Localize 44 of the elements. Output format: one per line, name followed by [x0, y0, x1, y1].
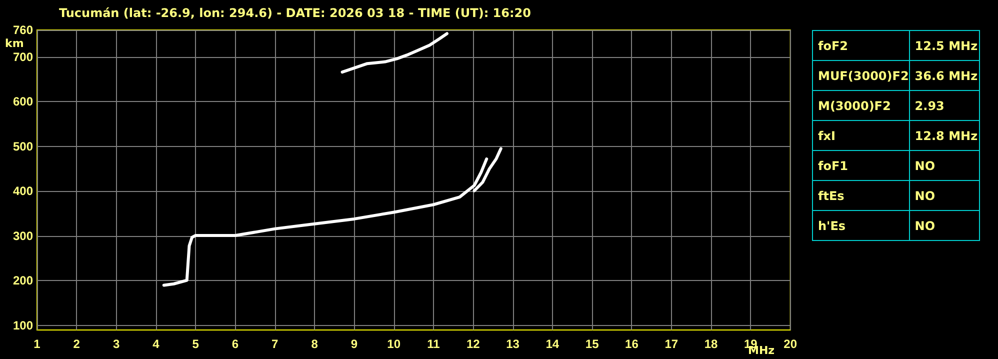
x-tick-label: 18	[704, 337, 718, 351]
x-tick-label: 1	[34, 337, 41, 351]
x-tick-label: 12	[466, 337, 480, 351]
text: ftEs	[812, 180, 910, 210]
text: 36.6 MHz	[909, 60, 980, 90]
y-tick-label: 500	[12, 139, 34, 154]
text: NO	[909, 180, 980, 210]
x-tick-label: 9	[350, 337, 358, 351]
text: fxI	[812, 120, 910, 150]
chart-title: Tucumán (lat: -26.9, lon: 294.6) - DATE: 2026 03 18 - TIME (UT): 16:20	[59, 6, 531, 20]
text: 12.8 MHz	[909, 120, 980, 150]
y-tick-label: 600	[12, 94, 34, 109]
y-tick-label: 200	[12, 274, 34, 288]
text: 2.93	[909, 90, 980, 120]
x-tick-label: 11	[427, 337, 440, 351]
text: MUF(3000)F2	[812, 60, 910, 90]
text: foF2	[812, 30, 910, 60]
x-tick-label: 16	[625, 337, 639, 351]
text: NO	[909, 150, 980, 180]
y-tick-label: 100	[12, 318, 34, 333]
x-tick-label: 7	[272, 337, 279, 351]
y-axis-title: km	[5, 37, 24, 50]
text: M(3000)F2	[812, 90, 910, 120]
x-tick-label: 2	[73, 337, 80, 351]
text: NO	[909, 210, 980, 240]
text: foF1	[812, 150, 910, 180]
x-tick-label: 10	[387, 337, 401, 351]
x-tick-label: 17	[664, 337, 678, 351]
y-tick-label: 760	[12, 23, 34, 37]
x-tick-label: 3	[112, 337, 120, 351]
x-tick-label: 6	[232, 337, 239, 351]
x-tick-label: 20	[784, 337, 798, 351]
y-tick-label: 300	[12, 228, 34, 243]
x-tick-label: 4	[152, 337, 160, 351]
text: h'Es	[812, 210, 910, 240]
x-tick-label: 13	[506, 337, 520, 351]
line-series	[340, 32, 448, 74]
y-tick-label: 700	[12, 50, 34, 64]
text: 12.5 MHz	[909, 30, 980, 60]
x-tick-label: 14	[546, 337, 560, 351]
x-tick-label: 8	[311, 337, 318, 351]
x-tick-label: 15	[585, 337, 600, 351]
y-tick-label: 400	[12, 184, 34, 198]
x-tick-label: 5	[192, 337, 200, 351]
